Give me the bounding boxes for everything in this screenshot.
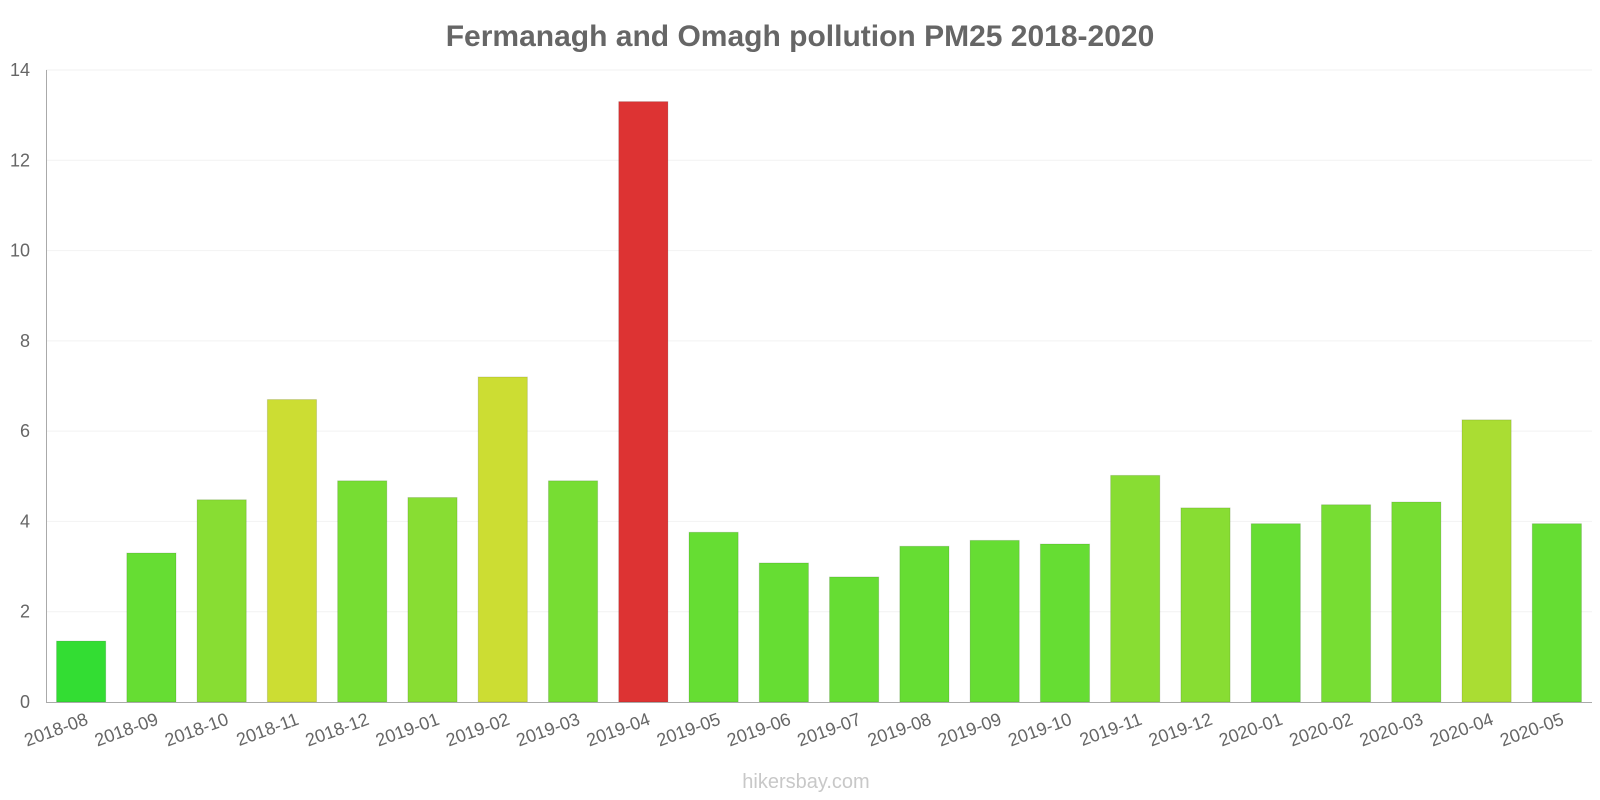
bar-2020-02 (1320, 504, 1372, 703)
x-tick-label: 2018-10 (162, 709, 231, 750)
bars (56, 101, 1582, 703)
x-tick-label: 2020-01 (1216, 709, 1285, 750)
bar-2019-08 (899, 545, 950, 703)
bar-2020-04 (1461, 419, 1512, 703)
x-tick-label: 2020-04 (1427, 709, 1496, 750)
bar-2018-12 (337, 480, 388, 703)
x-tick-label: 2019-03 (513, 709, 582, 750)
x-tick-label: 2019-12 (1146, 709, 1215, 750)
y-tick-label: 14 (10, 60, 30, 80)
bar-2019-06 (758, 562, 809, 703)
x-tick-label: 2019-11 (1077, 709, 1145, 750)
x-tick-labels: 2018-08 2018-09 2018-10 2018-11 2018-12 2019-… (22, 709, 1567, 750)
bar-2018-10 (196, 499, 247, 703)
bar-2020-05 (1531, 523, 1582, 703)
bar-2018-11 (266, 399, 318, 703)
bar-2018-09 (126, 552, 177, 703)
y-tick-label: 12 (10, 150, 30, 170)
x-tick-label: 2019-02 (443, 709, 512, 750)
y-tick-label: 2 (20, 602, 30, 622)
bar-2019-02 (477, 376, 528, 703)
watermark: hikersbay.com (742, 771, 869, 793)
bar-2019-12 (1180, 507, 1231, 703)
chart-title: Fermanagh and Omagh pollution PM25 2018-… (446, 20, 1155, 53)
x-tick-label: 2020-02 (1286, 709, 1355, 750)
x-tick-label: 2020-05 (1497, 709, 1566, 750)
bar-2019-09 (969, 539, 1020, 703)
bar-2019-05 (688, 531, 739, 703)
bar-2019-04 (618, 101, 669, 703)
bar-2018-08 (56, 640, 107, 703)
x-tick-label: 2019-07 (795, 709, 864, 750)
x-tick-label: 2019-10 (1005, 709, 1074, 750)
x-tick-label: 2018-08 (22, 709, 91, 750)
y-tick-label: 6 (20, 421, 30, 441)
y-tick-label: 10 (10, 241, 30, 261)
y-tick-labels: 0 2 4 6 8 10 12 14 (10, 60, 30, 712)
y-tick-label: 0 (20, 692, 30, 712)
x-tick-label: 2019-04 (584, 709, 653, 750)
x-tick-label: 2018-11 (234, 709, 302, 750)
bar-2019-07 (829, 576, 880, 703)
x-tick-label: 2019-09 (935, 709, 1004, 750)
x-tick-label: 2018-09 (92, 709, 161, 750)
y-tick-label: 8 (20, 331, 30, 351)
bar-2019-03 (547, 480, 599, 703)
bar-2019-01 (407, 497, 458, 703)
x-tick-label: 2019-01 (373, 709, 442, 750)
x-tick-label: 2019-08 (865, 709, 934, 750)
x-tick-label: 2019-06 (724, 709, 793, 750)
bar-2019-10 (1039, 543, 1091, 703)
bar-2019-11 (1110, 474, 1161, 703)
x-tick-label: 2020-03 (1357, 709, 1426, 750)
y-tick-label: 4 (20, 511, 30, 531)
x-tick-label: 2019-05 (654, 709, 723, 750)
bar-2020-03 (1391, 501, 1442, 703)
bar-2020-01 (1250, 523, 1301, 703)
x-tick-label: 2018-12 (303, 709, 372, 750)
